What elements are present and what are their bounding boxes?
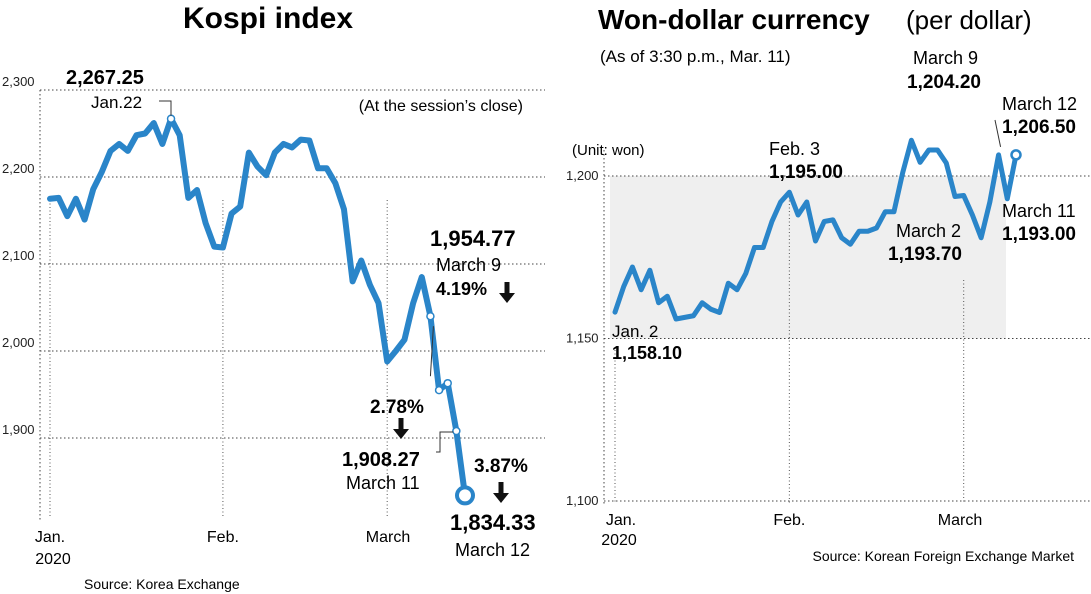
fx-annot-label: March 2 (896, 221, 961, 241)
down-arrow-icon-shaft (498, 482, 504, 494)
down-arrow-icon (493, 482, 509, 503)
fx-annot-label: Feb. 3 (769, 139, 820, 159)
kospi-endpoint-marker (455, 485, 475, 506)
fx-series-line (612, 137, 1019, 322)
kospi-annot-change: 2.78% (370, 397, 424, 418)
kospi-annot-value: 2,267.25 (66, 67, 144, 89)
kospi-annot-label: March 11 (346, 473, 420, 493)
down-arrow-icon-shaft (398, 418, 404, 430)
kospi-annot-change: 4.19% (436, 279, 487, 299)
fx-annot-value: 1,195.00 (769, 162, 843, 183)
fx-unit-label: (Unit: won) (572, 142, 645, 159)
fx-ytick-label: 1,200 (566, 168, 599, 183)
kospi-ytick-label: 1,900 (2, 422, 35, 437)
kospi-ytick-label: 2,300 (2, 74, 35, 89)
kospi-ytick-label: 2,200 (2, 161, 35, 176)
down-arrow-icon (499, 282, 515, 303)
fx-title-suffix: (per dollar) (906, 5, 1032, 35)
fx-xtick-sublabel: 2020 (601, 532, 637, 549)
down-arrow-icon (393, 418, 409, 439)
kospi-series-line (47, 115, 468, 499)
fx-annot-label: March 9 (913, 48, 978, 68)
kospi-annot-value: 1,954.77 (430, 226, 516, 251)
kospi-source: Source: Korea Exchange (84, 576, 240, 592)
fx-annot-value: 1,204.20 (907, 72, 981, 93)
kospi-point-marker (426, 311, 435, 321)
kospi-title: Kospi index (183, 2, 353, 35)
kospi-xtick-label: Feb. (207, 529, 239, 546)
fx-title: Won-dollar currency (598, 4, 870, 35)
fx-annot-value: 1,193.00 (1002, 224, 1076, 245)
kospi-point-marker (434, 385, 444, 395)
fx-annot-label: March 11 (1002, 201, 1076, 221)
fx-ytick-label: 1,100 (566, 493, 599, 508)
down-arrow-icon-head (393, 429, 409, 439)
kospi-xtick-sublabel: 2020 (35, 551, 71, 568)
kospi-annot-change: 3.87% (474, 456, 528, 477)
down-arrow-icon-shaft (504, 282, 510, 294)
kospi-ytick-label: 2,100 (2, 248, 35, 263)
fx-leader-march12 (994, 119, 1002, 147)
kospi-point-marker (452, 426, 461, 436)
fx-subtitle: (As of 3:30 p.m., Mar. 11) (600, 47, 791, 66)
kospi-leader-jan22 (159, 100, 172, 116)
kospi-xtick-label: March (366, 529, 410, 546)
kospi-point-marker (443, 378, 452, 388)
kospi-xtick-label: Jan. (35, 529, 65, 546)
fx-annot-value: 1,206.50 (1002, 117, 1076, 138)
kospi-annot-value: 1,908.27 (342, 449, 420, 471)
kospi-note: (At the session’s close) (359, 98, 523, 115)
kospi-ytick-label: 2,000 (2, 335, 35, 350)
kospi-leader-march9 (429, 326, 434, 377)
fx-annot-value: 1,158.10 (612, 343, 682, 363)
fx-annot-label: Jan. 2 (612, 322, 658, 341)
kospi-annot-value: 1,834.33 (450, 510, 536, 535)
fx-ytick-label: 1,150 (566, 331, 599, 346)
down-arrow-icon-head (493, 493, 509, 503)
fx-source: Source: Korean Foreign Exchange Market (813, 548, 1075, 564)
kospi-leader-march11 (436, 431, 454, 453)
kospi-point-marker (166, 114, 176, 123)
fx-endpoint-marker (1010, 149, 1022, 161)
fx-xtick-label: March (938, 512, 982, 529)
kospi-annot-label: March 9 (436, 255, 501, 275)
down-arrow-icon-head (499, 293, 515, 303)
kospi-annot-label: March 12 (455, 540, 530, 560)
fx-xtick-label: Feb. (773, 512, 805, 529)
fx-annot-label: March 12 (1002, 94, 1077, 114)
fx-xtick-label: Jan. (606, 512, 636, 529)
kospi-annot-label: Jan.22 (91, 93, 142, 112)
fx-annot-value: 1,193.70 (888, 244, 962, 265)
